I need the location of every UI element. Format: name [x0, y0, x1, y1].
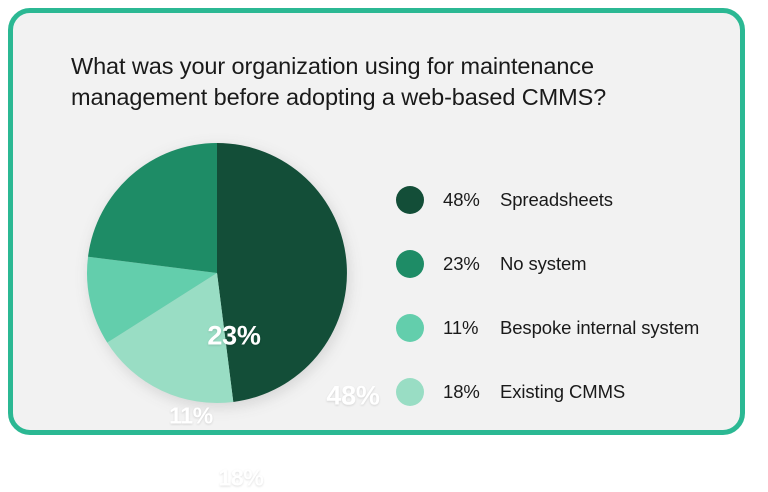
legend-item-label: No system	[500, 253, 587, 274]
chart-legend: 48% Spreadsheets 23% No system 11% Bespoke in…	[396, 168, 741, 424]
legend-item-percent: 18%	[443, 381, 480, 402]
legend-swatch-icon	[396, 186, 424, 214]
legend-item-label: Spreadsheets	[500, 189, 613, 210]
legend-item-percent: 23%	[443, 253, 480, 274]
legend-item-text: 48% Spreadsheets	[443, 189, 613, 211]
legend-swatch-icon	[396, 378, 424, 406]
pie-svg	[87, 143, 347, 403]
pie-slice[interactable]	[88, 143, 217, 273]
legend-item[interactable]: 11% Bespoke internal system	[396, 296, 741, 360]
legend-item-percent: 48%	[443, 189, 480, 210]
pie-slice[interactable]	[87, 256, 217, 343]
legend-swatch-icon	[396, 250, 424, 278]
legend-item-text: 18% Existing CMMS	[443, 381, 625, 403]
infographic-stage: What was your organization using for mai…	[8, 8, 745, 491]
legend-item-label: Bespoke internal system	[500, 317, 700, 338]
pie-slice-group	[87, 143, 347, 403]
legend-item-text: 23% No system	[443, 253, 587, 275]
legend-item-percent: 11%	[443, 317, 479, 338]
chart-card: What was your organization using for mai…	[8, 8, 745, 491]
pie-chart: 48% 18% 11% 23%	[79, 135, 380, 491]
legend-item[interactable]: 48% Spreadsheets	[396, 168, 741, 232]
page-title: What was your organization using for mai…	[71, 53, 607, 110]
legend-item[interactable]: 23% No system	[396, 232, 741, 296]
legend-item-text: 11% Bespoke internal system	[443, 317, 699, 339]
pie-slice-label: 18%	[218, 464, 264, 491]
pie-slice-label: 11%	[169, 402, 213, 429]
pie-slice-label: 23%	[207, 320, 261, 351]
legend-item[interactable]: 18% Existing CMMS	[396, 360, 741, 424]
pie-slice[interactable]	[107, 273, 234, 403]
legend-swatch-icon	[396, 314, 424, 342]
legend-item-label: Existing CMMS	[500, 381, 626, 402]
pie-slice[interactable]	[217, 143, 347, 402]
pie-slice-label: 48%	[326, 380, 380, 411]
